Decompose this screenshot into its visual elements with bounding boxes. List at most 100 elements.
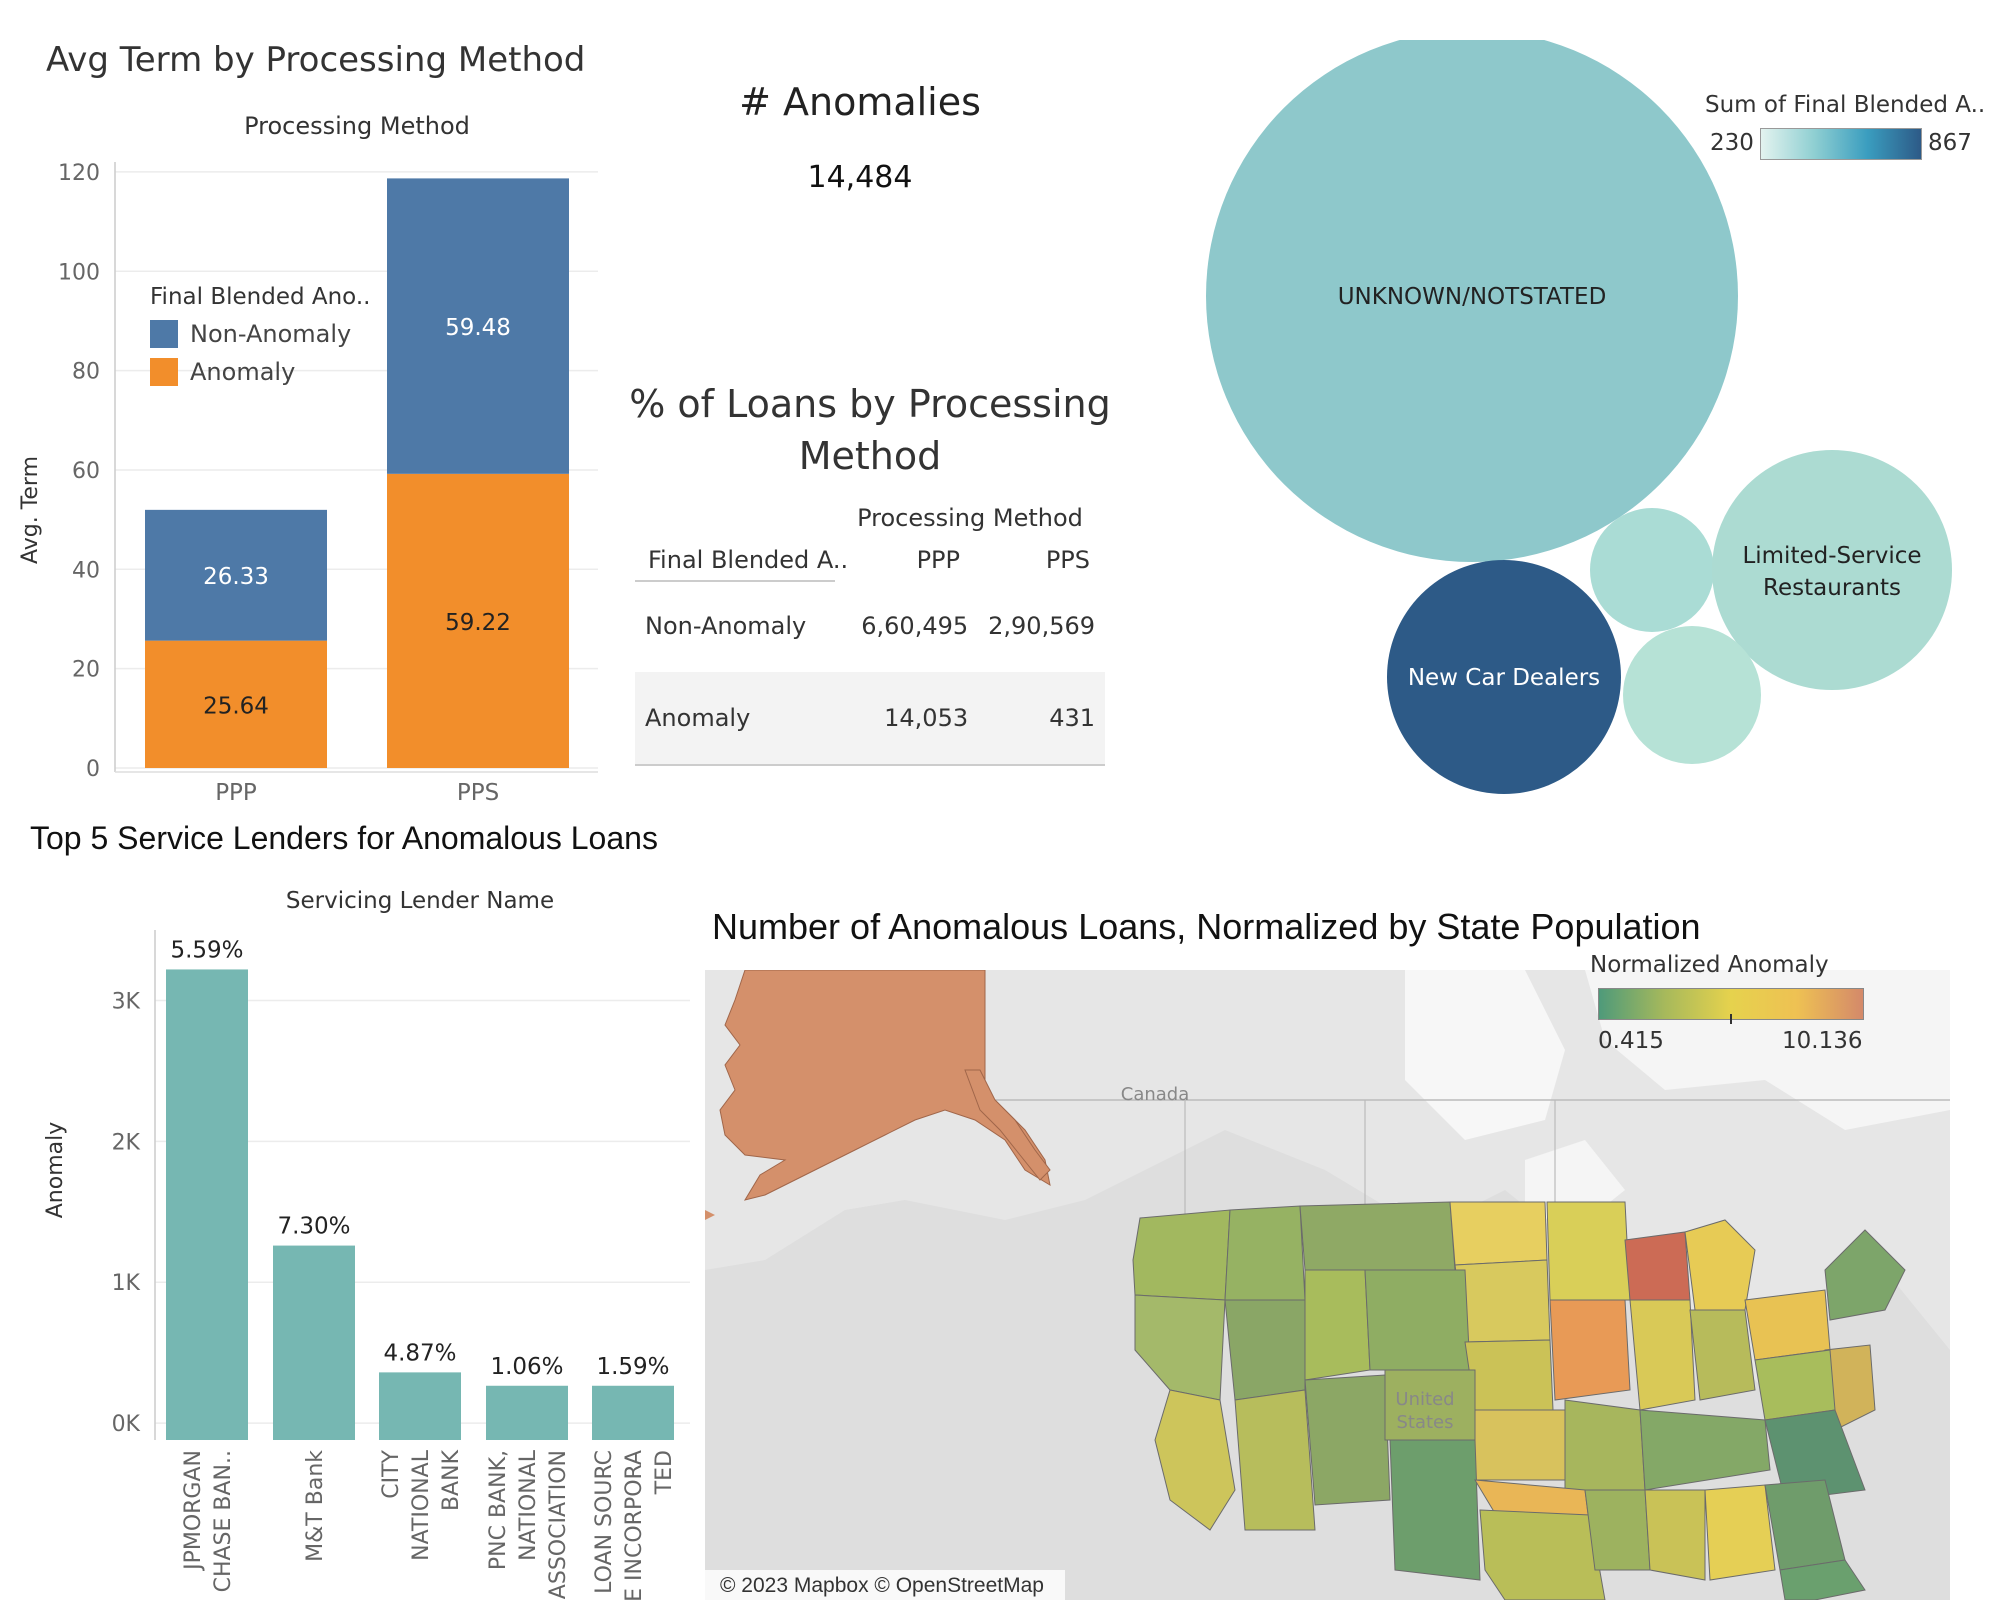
cell-value: 431 (1049, 704, 1095, 732)
avg-term-column-header: Processing Method (244, 112, 470, 140)
map-legend-max: 10.136 (1782, 1028, 1863, 1054)
bubble-limited-service-restaurants[interactable] (1712, 450, 1952, 690)
bubble-legend-gradient (1760, 128, 1922, 160)
y-tick-label: 1K (112, 1271, 141, 1296)
map-legend-min: 0.415 (1598, 1028, 1664, 1054)
pct-loans-header-rule (635, 580, 835, 582)
lender-bar[interactable] (379, 1372, 461, 1440)
x-tick-label: E INCORPORA (622, 1450, 647, 1600)
us-states[interactable] (1132, 1201, 1906, 1600)
avg-term-legend: Final Blended Ano.. Non-Anomaly Anomaly (150, 284, 370, 386)
map-attribution[interactable]: © 2023 Mapbox © OpenStreetMap (720, 1574, 1044, 1597)
x-tick-label: CITY (379, 1449, 404, 1498)
y-tick-label: 0K (112, 1412, 141, 1437)
x-tick-label: PPS (457, 780, 499, 806)
pct-loans-row-header: Final Blended A.. (648, 546, 849, 574)
bubble-label-limited-service-1: Limited-Service (1742, 543, 1921, 569)
map-title: Number of Anomalous Loans, Normalized by… (712, 906, 1701, 947)
table-row: Anomaly 14,053 431 (635, 672, 1105, 764)
x-tick-label: TED (652, 1450, 677, 1495)
anomaly-swatch (150, 358, 178, 386)
lender-bar[interactable] (486, 1385, 568, 1440)
bar-data-label: 1.06% (490, 1354, 563, 1380)
anomaly-choropleth-map[interactable]: Canada United States © 2023 Mapbox © Ope… (705, 970, 1950, 1600)
bubble-legend-title: Sum of Final Blended A.. (1705, 92, 1986, 118)
x-tick-label: BANK (439, 1449, 464, 1511)
bubble-unlabeled-1[interactable] (1590, 508, 1714, 632)
top-lenders-chart: 5.59% 7.30% 4.87% 1.06% 1.59% 0K 1K 2K 3K JPMOR… (43, 888, 690, 1600)
bar-value-label: 59.48 (445, 315, 511, 341)
legend-item-non-anomaly[interactable]: Non-Anomaly (150, 320, 370, 348)
x-tick-label: CHASE BAN.. (211, 1450, 236, 1592)
bubble-unlabeled-2[interactable] (1623, 626, 1761, 764)
avg-term-title: Avg Term by Processing Method (46, 40, 586, 80)
y-tick-label: 0 (86, 757, 100, 782)
y-tick-label: 3K (112, 989, 141, 1014)
bubble-legend-min: 230 (1710, 130, 1754, 156)
bar-ppp-non-anomaly[interactable] (145, 509, 327, 641)
bubble-unknown-notstated[interactable] (1206, 40, 1738, 562)
bar-pps-anomaly[interactable] (387, 473, 569, 768)
legend-label-non-anomaly: Non-Anomaly (190, 320, 352, 348)
pct-loans-bottom-rule (635, 764, 1105, 766)
bar-data-label: 1.59% (596, 1354, 669, 1380)
pct-loans-col-ppp: PPP (916, 546, 960, 574)
map-legend-marker (1730, 1014, 1732, 1024)
map-legend-title: Normalized Anomaly (1590, 952, 1829, 978)
y-tick-label: 60 (72, 459, 100, 484)
avg-term-legend-title: Final Blended Ano.. (150, 284, 371, 310)
cell-value: 14,053 (884, 704, 969, 732)
avg-term-ylabel: Avg. Term (18, 456, 43, 564)
bar-value-label: 25.64 (203, 693, 269, 719)
x-tick-label: NATIONAL (516, 1449, 541, 1561)
lender-bar[interactable] (273, 1245, 355, 1440)
anomalies-kpi-value: 14,484 (807, 160, 913, 195)
lender-bar[interactable] (592, 1385, 674, 1440)
map-label-canada: Canada (1121, 1084, 1190, 1105)
y-tick-label: 2K (112, 1130, 141, 1155)
bar-data-label: 5.59% (170, 937, 243, 963)
top-lenders-column-header: Servicing Lender Name (286, 888, 554, 914)
industry-bubble-chart: UNKNOWN/NOTSTATED New Car Dealers Limite… (1206, 40, 1952, 794)
pct-loans-col-pps: PPS (1045, 546, 1090, 574)
bar-data-label: 4.87% (383, 1340, 456, 1366)
top-lenders-title: Top 5 Service Lenders for Anomalous Loan… (30, 820, 658, 856)
bar-ppp-anomaly[interactable] (145, 640, 327, 768)
x-tick-label: M&T Bank (303, 1450, 328, 1562)
x-tick-label: JPMORGAN (181, 1450, 206, 1572)
x-tick-label: ASSOCIATION (546, 1450, 571, 1599)
bubble-legend-max: 867 (1928, 130, 1972, 156)
pct-loans-column-group: Processing Method (857, 504, 1083, 532)
pct-loans-title-line2: Method (798, 434, 942, 478)
map-legend-gradient (1598, 988, 1864, 1020)
pct-loans-title-line1: % of Loans by Processing (629, 382, 1111, 426)
bar-value-label: 26.33 (203, 564, 269, 590)
map-label-us-1: United (1395, 1389, 1454, 1410)
anomalies-kpi-title: # Anomalies (739, 80, 981, 124)
bar-pps-non-anomaly[interactable] (387, 178, 569, 474)
lender-bar[interactable] (166, 969, 248, 1440)
top-lenders-ylabel: Anomaly (43, 1122, 68, 1219)
pct-loans-table: Non-Anomaly 6,60,495 2,90,569 Anomaly 14… (635, 580, 1105, 764)
row-label: Non-Anomaly (645, 612, 807, 640)
cell-value: 6,60,495 (861, 612, 969, 640)
row-label: Anomaly (645, 704, 751, 732)
non-anomaly-swatch (150, 320, 178, 348)
bubble-label-new-car-dealers: New Car Dealers (1408, 665, 1600, 691)
x-tick-label: LOAN SOURC (592, 1450, 617, 1594)
y-tick-label: 20 (72, 658, 100, 683)
y-tick-label: 100 (58, 260, 100, 285)
legend-item-anomaly[interactable]: Anomaly (150, 358, 370, 386)
pct-loans-title: % of Loans by Processing Method (600, 378, 1140, 482)
table-row: Non-Anomaly 6,60,495 2,90,569 (635, 580, 1105, 672)
bubble-new-car-dealers[interactable] (1387, 560, 1621, 794)
y-tick-label: 80 (72, 360, 100, 385)
legend-label-anomaly: Anomaly (190, 358, 296, 386)
map-label-us-2: States (1396, 1412, 1453, 1433)
pct-loans-table-wrap: Non-Anomaly 6,60,495 2,90,569 Anomaly 14… (635, 580, 1105, 766)
y-tick-label: 40 (72, 558, 100, 583)
bubble-label-unknown: UNKNOWN/NOTSTATED (1338, 284, 1607, 310)
bar-data-label: 7.30% (277, 1214, 350, 1240)
cell-value: 2,90,569 (988, 612, 1095, 640)
avg-term-chart: 25.64 26.33 59.22 59.48 0 20 40 60 80 100 120 PPP P… (18, 112, 598, 806)
